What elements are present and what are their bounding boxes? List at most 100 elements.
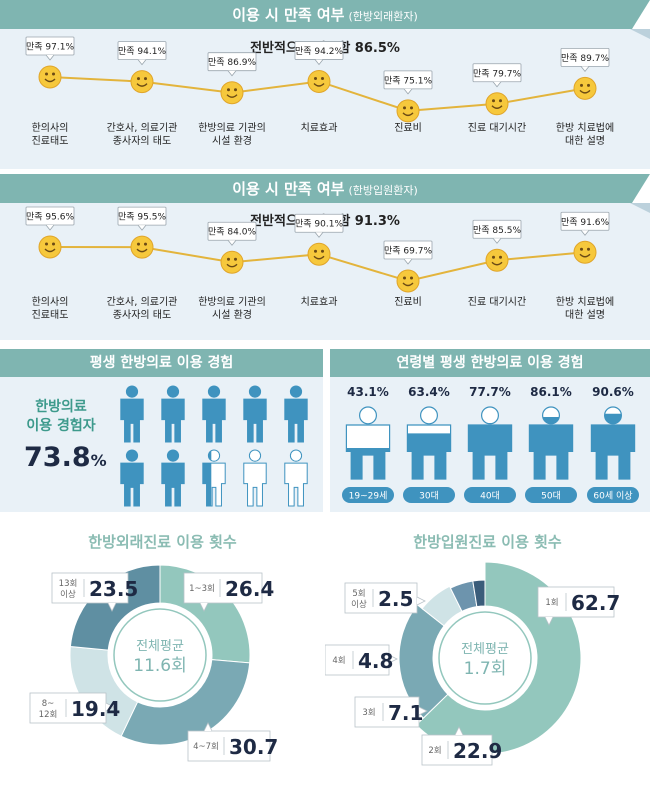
smiley-eye (321, 76, 324, 80)
smiley-eye (314, 76, 317, 80)
smiley-eye (144, 77, 147, 81)
category-label: 치료효과 (301, 122, 338, 134)
age-person-fill (468, 423, 512, 479)
smiley-eye (227, 88, 230, 92)
donut-category-label: 5회 이상 (351, 589, 367, 610)
smiley-eye (403, 106, 406, 110)
section1-banner: 이용 시 만족 여부 (한방외래환자) (0, 0, 650, 29)
smiley-mouth (579, 89, 591, 94)
smiley-mouth (226, 94, 238, 98)
age-value-label: 90.6% (592, 385, 634, 399)
donut-callout-box (183, 572, 263, 604)
smiley-icon (38, 235, 62, 259)
person-body (120, 462, 144, 507)
callout-pointer (314, 59, 324, 66)
donut-callout-box (537, 586, 615, 618)
person-head (289, 449, 303, 462)
category-label: 간호사, 의료기관 종사자의 태도 (107, 296, 178, 321)
person-icon (202, 449, 226, 507)
category-label: 한의사의 진료태도 (32, 296, 69, 321)
age-category-label: 30대 (419, 491, 439, 502)
person-icon (161, 449, 185, 507)
person-icon (284, 385, 308, 443)
satisfaction-point (396, 99, 420, 123)
donut-callout: 4회 4.8 (325, 644, 398, 676)
section1-title: 이용 시 만족 여부 (232, 6, 345, 24)
satisfaction-point (220, 81, 244, 105)
donut-slice (472, 579, 486, 608)
value-callout (472, 219, 522, 239)
age-person (345, 406, 391, 480)
age-person-fill (407, 433, 451, 479)
lifetime-experience-title: 평생 한방의료 이용 경험 (0, 349, 323, 377)
donut-center-label: 전체평균 (136, 639, 184, 654)
smiley-eye (499, 255, 502, 259)
smiley-mouth (402, 282, 414, 287)
callout-pointer (314, 231, 324, 238)
person-body (202, 398, 226, 443)
age-category-label: 50대 (541, 491, 561, 502)
satisfaction-point (573, 240, 597, 264)
smiley-mouth (402, 112, 414, 117)
person-icon (243, 385, 267, 443)
value-label: 만족 95.5% (118, 212, 166, 223)
value-label: 만족 90.1% (295, 219, 343, 230)
person-body (284, 462, 308, 507)
age-person-fill (529, 417, 573, 479)
donut-category-label: 1회 (545, 598, 558, 608)
smiley-icon (396, 269, 420, 293)
category-label: 진료비 (394, 296, 422, 308)
age-person (406, 406, 452, 480)
smiley-mouth (491, 261, 503, 266)
outpatient-satisfaction-chart: 만족 97.1% 한의사의 진료태도 만족 94.1% 간호사, 의료기관 종사자의 태도… (25, 36, 614, 147)
donut-callout-pointer (454, 726, 464, 736)
smiley-mouth (579, 253, 591, 258)
person-head (166, 385, 180, 398)
age-person-fill (346, 447, 390, 479)
person-body (120, 398, 144, 443)
smiley-eye (580, 83, 583, 87)
smiley-icon (130, 70, 154, 94)
people-pictogram (120, 385, 308, 507)
callout-pointer (137, 59, 147, 66)
donut-category-label: 13회 이상 (59, 579, 78, 600)
callout-pointer (492, 81, 502, 88)
age-person-head (419, 406, 438, 425)
donut-center-ring (113, 608, 207, 702)
age-badge (525, 487, 577, 503)
value-label: 만족 97.1% (26, 42, 74, 53)
person-partial (202, 450, 212, 506)
smiley-eye (410, 106, 413, 110)
smiley-eye (144, 242, 147, 246)
age-person-head-fill (604, 413, 622, 424)
lifetime-value-unit: % (90, 451, 107, 470)
donut-center-ring (438, 611, 532, 705)
age-person-head (359, 406, 377, 425)
value-label: 만족 75.1% (384, 75, 432, 86)
person-head (289, 385, 303, 398)
person-body (243, 398, 267, 443)
smiley-mouth (491, 105, 503, 109)
donut-value-label: 26.4 (225, 577, 274, 601)
satisfaction-point (38, 235, 62, 259)
callout-pointer (403, 258, 413, 265)
person-icon (243, 449, 267, 507)
smiley-eye (314, 249, 317, 253)
callout-pointer (227, 70, 237, 77)
person-icon (120, 385, 144, 443)
smiley-eye (234, 257, 237, 261)
age-person-fill (591, 413, 635, 479)
inpatient-satisfaction-chart: 만족 95.6% 한의사의 진료태도 만족 95.5% 간호사, 의료기관 종사자의 태도… (25, 206, 614, 321)
value-label: 만족 84.0% (208, 227, 256, 238)
person-head (166, 449, 180, 462)
donut-callout-box (187, 730, 271, 762)
smiley-mouth (44, 78, 56, 83)
smiley-mouth (313, 255, 325, 260)
value-label: 만족 86.9% (208, 57, 256, 68)
donut-value-label: 7.1 (388, 701, 423, 725)
person-body (243, 462, 267, 507)
category-label: 치료효과 (301, 296, 338, 308)
smiley-mouth (136, 83, 148, 87)
smiley-eye (45, 72, 48, 76)
smiley-eye (587, 247, 590, 251)
